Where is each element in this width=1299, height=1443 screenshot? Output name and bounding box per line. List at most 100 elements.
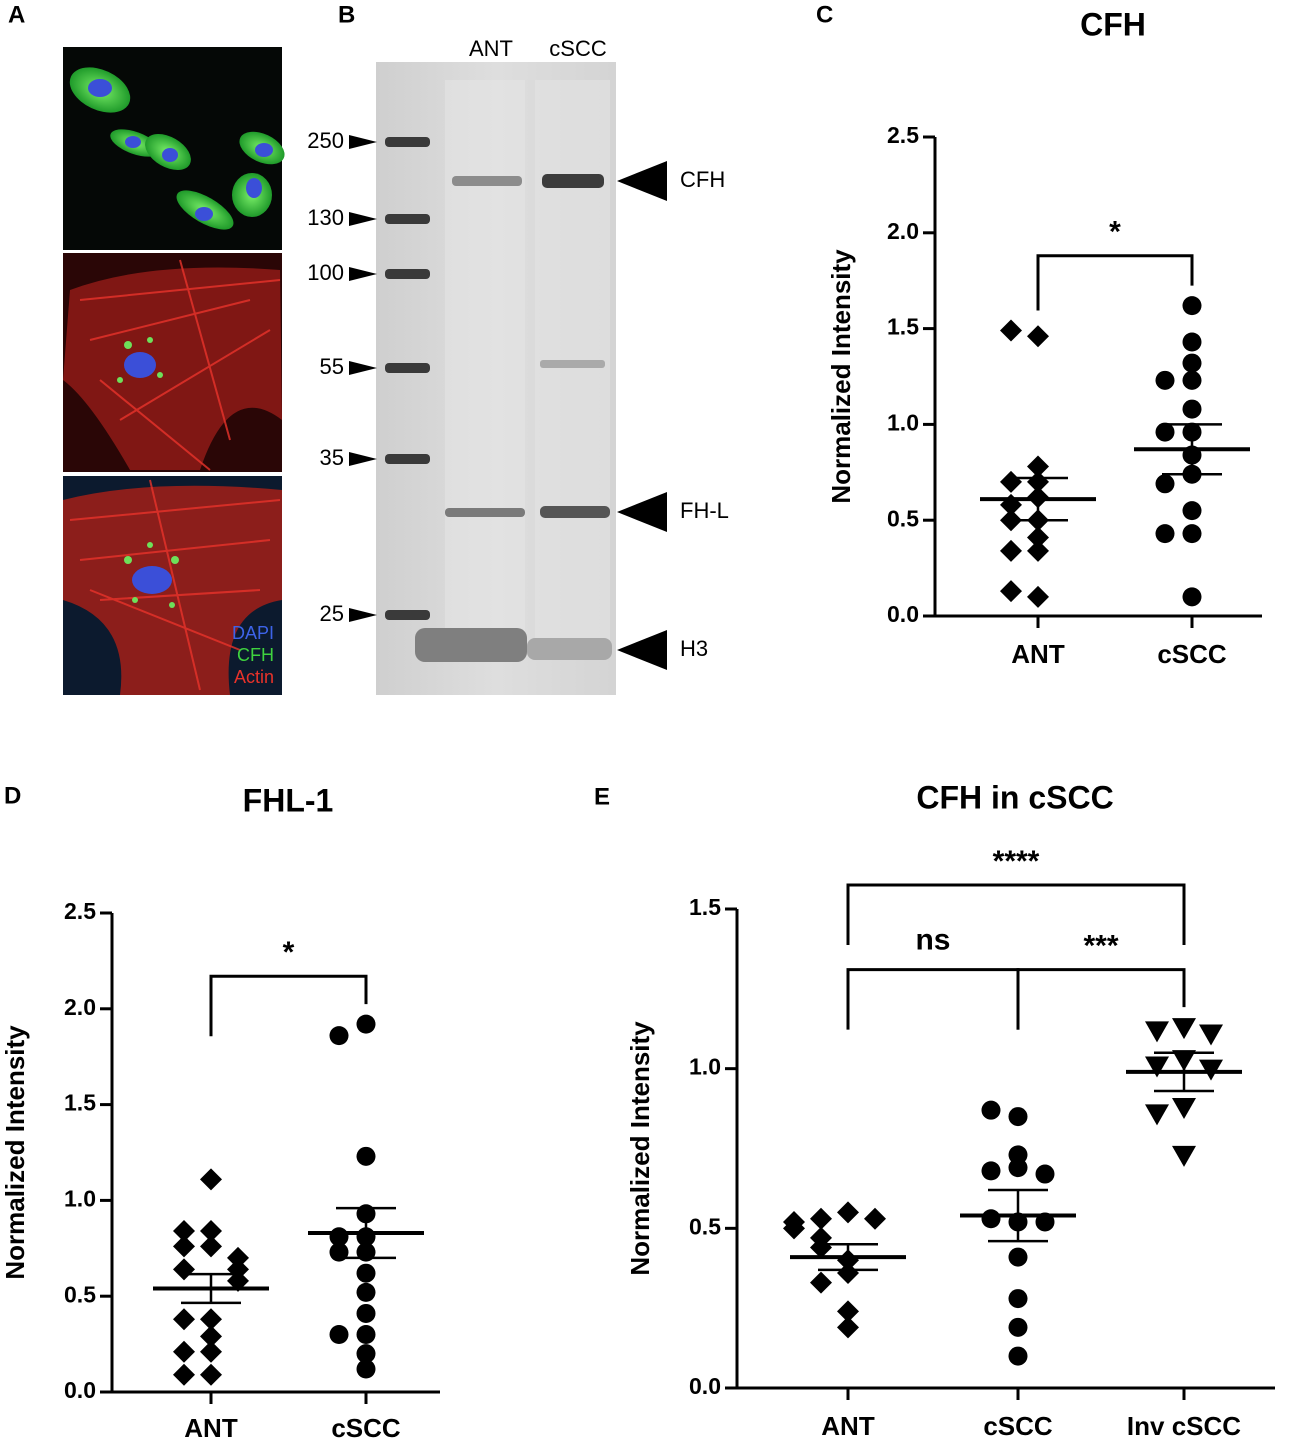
data-point xyxy=(356,1282,376,1302)
data-point xyxy=(1008,1247,1028,1267)
error-bar xyxy=(1008,476,1068,522)
ladder-band xyxy=(385,269,430,279)
data-point xyxy=(1182,296,1202,316)
data-point xyxy=(810,1207,832,1230)
significance-label: **** xyxy=(993,845,1040,878)
data-point xyxy=(1172,1145,1196,1167)
data-point xyxy=(173,1235,195,1258)
x-tick-label: ANT xyxy=(184,1413,238,1443)
significance-bracket xyxy=(1016,968,1186,1030)
data-point xyxy=(200,1308,222,1331)
data-point xyxy=(981,1100,1001,1120)
x-tick-label: ANT xyxy=(821,1411,875,1441)
chart-title: CFH in cSCC xyxy=(916,779,1113,815)
data-point xyxy=(173,1258,195,1281)
panel-letter: C xyxy=(816,1,833,28)
data-point xyxy=(1000,539,1022,562)
data-point xyxy=(329,1325,349,1345)
data-point xyxy=(1199,1024,1223,1046)
data-point xyxy=(200,1363,222,1386)
ladder-band xyxy=(385,137,430,147)
marker-arrow xyxy=(349,452,377,466)
panel-letter: B xyxy=(338,1,355,28)
chart-title: CFH xyxy=(1080,6,1146,42)
marker-arrow xyxy=(349,267,377,281)
significance-label: ns xyxy=(915,924,950,957)
micrograph-bottom xyxy=(63,476,282,695)
data-point xyxy=(1155,370,1175,390)
y-tick-label: 0.0 xyxy=(64,1377,96,1403)
y-tick-label: 0.0 xyxy=(689,1373,721,1399)
marker-label: 25 xyxy=(320,601,344,626)
y-tick-label: 1.0 xyxy=(64,1185,96,1211)
data-point xyxy=(1027,325,1049,348)
data-point xyxy=(981,1209,1001,1229)
data-point xyxy=(1182,524,1202,544)
data-point xyxy=(1008,1289,1028,1309)
marker-label: 35 xyxy=(320,445,344,470)
error-bar xyxy=(818,1243,878,1272)
data-point xyxy=(356,1146,376,1166)
y-tick-label: 2.5 xyxy=(64,898,96,924)
x-tick-label: cSCC xyxy=(983,1411,1053,1441)
marker-arrow xyxy=(349,608,377,622)
data-point xyxy=(1008,1346,1028,1366)
data-point xyxy=(1008,1107,1028,1127)
error-bar xyxy=(1162,423,1222,476)
data-point xyxy=(1145,1104,1169,1126)
data-point xyxy=(1027,455,1049,478)
y-tick-label: 2.0 xyxy=(887,218,919,244)
data-point xyxy=(837,1316,859,1339)
panel-letter: E xyxy=(594,783,610,810)
data-point xyxy=(837,1201,859,1224)
data-point xyxy=(1008,1158,1028,1178)
y-tick-label: 2.0 xyxy=(64,994,96,1020)
error-bar xyxy=(336,1206,396,1260)
ladder-band xyxy=(385,610,430,620)
error-bar xyxy=(988,1188,1048,1243)
y-axis-label: Normalized Intensity xyxy=(0,1025,30,1280)
data-point xyxy=(173,1340,195,1363)
data-point xyxy=(1182,332,1202,352)
data-point xyxy=(1182,399,1202,419)
data-point xyxy=(200,1340,222,1363)
significance-bracket xyxy=(846,968,1020,1030)
data-point xyxy=(1027,585,1049,608)
data-point xyxy=(864,1207,886,1230)
y-tick-label: 1.0 xyxy=(689,1054,721,1080)
lane-label: cSCC xyxy=(549,36,607,61)
channel-label: Actin xyxy=(234,667,274,687)
data-point xyxy=(810,1236,832,1259)
error-bar xyxy=(1154,1051,1214,1093)
y-axis-label: Normalized Intensity xyxy=(625,1021,655,1276)
data-point xyxy=(173,1308,195,1331)
x-tick-label: Inv cSCC xyxy=(1127,1411,1241,1441)
marker-arrow xyxy=(349,135,377,149)
data-point xyxy=(356,1359,376,1379)
data-point xyxy=(1145,1056,1169,1078)
data-point xyxy=(810,1271,832,1294)
data-point xyxy=(173,1363,195,1386)
panel-letter: A xyxy=(8,1,25,28)
data-point xyxy=(356,1303,376,1323)
marker-arrow xyxy=(349,212,377,226)
x-tick-label: cSCC xyxy=(331,1413,401,1443)
data-point xyxy=(200,1325,222,1348)
y-tick-label: 0.0 xyxy=(887,601,919,627)
marker-label: 55 xyxy=(320,354,344,379)
x-tick-label: ANT xyxy=(1011,639,1065,669)
data-point xyxy=(356,1325,376,1345)
data-point xyxy=(837,1262,859,1285)
x-tick-label: cSCC xyxy=(1157,639,1227,669)
significance-label: * xyxy=(1109,216,1121,249)
band-arrow xyxy=(617,161,667,201)
data-point xyxy=(356,1263,376,1283)
data-point xyxy=(1027,539,1049,562)
micrograph-middle xyxy=(63,253,282,472)
data-point xyxy=(356,1344,376,1364)
significance-bracket xyxy=(846,883,1186,946)
data-point xyxy=(783,1217,805,1240)
y-axis-label: Normalized Intensity xyxy=(826,249,856,504)
ladder-band xyxy=(385,454,430,464)
